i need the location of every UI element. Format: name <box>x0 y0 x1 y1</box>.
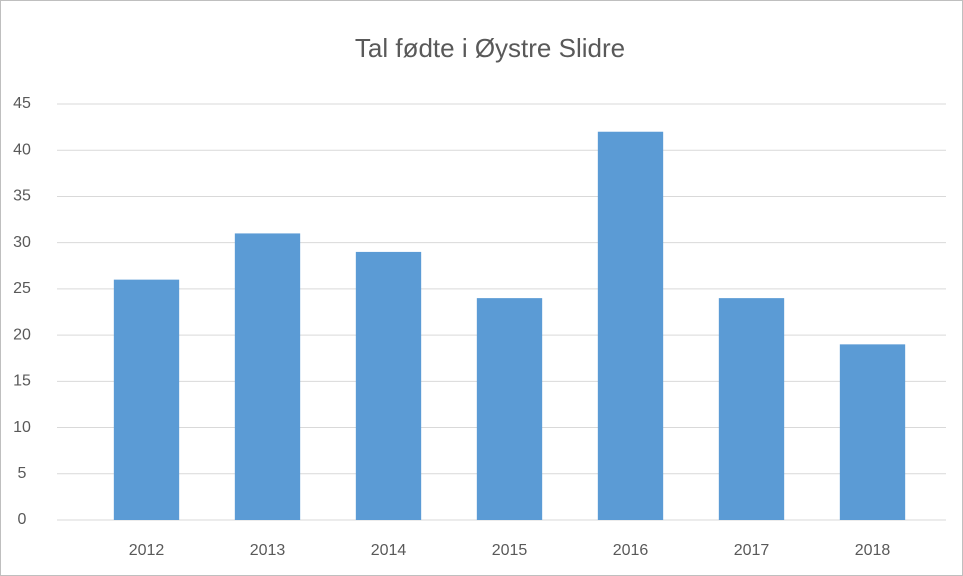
bar <box>718 298 785 520</box>
bar <box>355 251 422 520</box>
y-tick-label: 30 <box>13 234 31 251</box>
y-tick-label: 0 <box>18 511 27 528</box>
y-tick-label: 20 <box>13 326 31 343</box>
chart-title: Tal fødte i Øystre Slidre <box>355 33 625 63</box>
y-tick-label: 25 <box>13 280 31 297</box>
bar <box>476 298 543 520</box>
bar <box>234 233 301 520</box>
x-tick-label: 2016 <box>613 542 649 559</box>
x-tick-label: 2014 <box>371 542 407 559</box>
x-tick-label: 2012 <box>129 542 165 559</box>
x-tick-label: 2017 <box>734 542 770 559</box>
y-tick-label: 35 <box>13 188 31 205</box>
x-tick-label: 2018 <box>855 542 891 559</box>
y-tick-label: 15 <box>13 373 31 390</box>
y-tick-label: 45 <box>13 95 31 112</box>
bar <box>839 344 906 520</box>
x-tick-label: 2015 <box>492 542 528 559</box>
y-tick-label: 5 <box>18 465 27 482</box>
bar <box>597 131 664 520</box>
x-tick-label: 2013 <box>250 542 286 559</box>
bar <box>113 279 180 520</box>
y-tick-label: 10 <box>13 419 31 436</box>
y-tick-label: 40 <box>13 141 31 158</box>
